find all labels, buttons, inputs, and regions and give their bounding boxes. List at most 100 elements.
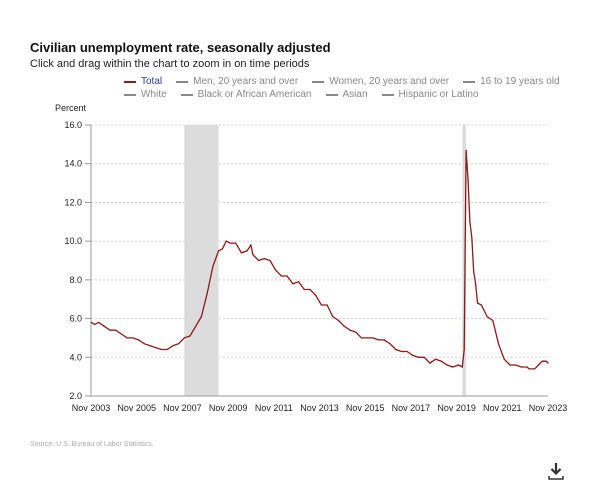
- data-point[interactable]: [246, 250, 248, 252]
- data-point[interactable]: [492, 319, 494, 322]
- data-point[interactable]: [435, 358, 437, 360]
- data-point[interactable]: [547, 362, 549, 364]
- data-point[interactable]: [452, 366, 454, 368]
- data-point[interactable]: [235, 242, 237, 244]
- data-point[interactable]: [275, 269, 277, 271]
- data-point[interactable]: [286, 275, 288, 277]
- data-point[interactable]: [189, 335, 191, 337]
- data-point[interactable]: [212, 265, 214, 267]
- data-point[interactable]: [412, 354, 414, 356]
- data-point[interactable]: [509, 364, 511, 366]
- data-point[interactable]: [280, 275, 283, 277]
- data-point[interactable]: [372, 337, 374, 339]
- data-point[interactable]: [90, 321, 92, 324]
- data-point[interactable]: [545, 360, 547, 362]
- legend-item-women[interactable]: Women, 20 years and over: [312, 76, 449, 87]
- data-point[interactable]: [534, 368, 536, 370]
- data-point[interactable]: [126, 337, 128, 339]
- data-point[interactable]: [473, 271, 475, 273]
- data-point[interactable]: [94, 323, 96, 325]
- data-point[interactable]: [138, 339, 140, 341]
- data-point[interactable]: [423, 356, 425, 358]
- legend-item-total[interactable]: Total: [124, 76, 162, 87]
- data-point[interactable]: [252, 254, 254, 256]
- data-point[interactable]: [446, 364, 448, 366]
- data-point[interactable]: [217, 250, 220, 252]
- data-point[interactable]: [337, 319, 340, 322]
- data-point[interactable]: [476, 302, 479, 304]
- data-point[interactable]: [343, 325, 345, 327]
- data-point[interactable]: [257, 259, 260, 262]
- data-point[interactable]: [486, 316, 488, 318]
- data-point[interactable]: [429, 362, 431, 364]
- legend-item-teens[interactable]: 16 to 19 years old: [463, 76, 560, 87]
- data-point[interactable]: [103, 325, 105, 327]
- data-point[interactable]: [349, 329, 351, 331]
- data-point[interactable]: [406, 350, 408, 353]
- data-point[interactable]: [200, 316, 203, 318]
- data-point[interactable]: [355, 331, 357, 333]
- data-point[interactable]: [166, 348, 168, 351]
- data-point[interactable]: [395, 348, 397, 351]
- data-point[interactable]: [467, 178, 469, 180]
- data-point[interactable]: [206, 292, 208, 295]
- data-point[interactable]: [389, 343, 391, 345]
- series-line-total[interactable]: [90, 150, 549, 370]
- data-point[interactable]: [440, 360, 442, 362]
- data-point[interactable]: [115, 329, 117, 331]
- data-point[interactable]: [120, 333, 123, 335]
- data-point[interactable]: [263, 257, 265, 260]
- data-point[interactable]: [528, 368, 530, 370]
- data-point[interactable]: [155, 347, 157, 349]
- data-point[interactable]: [98, 321, 100, 324]
- data-point[interactable]: [503, 358, 505, 360]
- data-point[interactable]: [195, 325, 197, 327]
- data-point[interactable]: [465, 149, 467, 151]
- data-point[interactable]: [377, 339, 380, 341]
- data-point[interactable]: [332, 316, 334, 318]
- data-point[interactable]: [475, 283, 477, 285]
- data-point[interactable]: [315, 294, 317, 296]
- data-point[interactable]: [400, 350, 402, 353]
- data-point[interactable]: [250, 244, 252, 246]
- data-point[interactable]: [541, 360, 543, 362]
- data-point[interactable]: [383, 339, 385, 341]
- data-point[interactable]: [497, 343, 500, 345]
- data-point[interactable]: [469, 221, 471, 223]
- data-point[interactable]: [109, 329, 111, 331]
- data-point[interactable]: [471, 236, 473, 238]
- data-point[interactable]: [417, 356, 420, 358]
- legend-item-white[interactable]: White: [124, 89, 167, 100]
- data-point[interactable]: [326, 304, 328, 306]
- data-point[interactable]: [183, 337, 185, 339]
- data-point[interactable]: [320, 304, 323, 306]
- data-point[interactable]: [240, 252, 243, 254]
- data-point[interactable]: [537, 364, 540, 366]
- data-point[interactable]: [309, 288, 311, 291]
- data-point[interactable]: [303, 288, 305, 291]
- legend-item-black[interactable]: Black or African American: [180, 89, 312, 100]
- data-point[interactable]: [520, 366, 522, 368]
- data-point[interactable]: [292, 283, 294, 285]
- data-point[interactable]: [132, 337, 134, 339]
- data-point[interactable]: [526, 366, 528, 368]
- data-point[interactable]: [457, 364, 460, 366]
- legend-item-men[interactable]: Men, 20 years and over: [176, 76, 298, 87]
- data-point[interactable]: [297, 281, 300, 283]
- data-point[interactable]: [366, 337, 368, 339]
- data-point[interactable]: [149, 345, 151, 347]
- data-point[interactable]: [172, 345, 174, 347]
- data-point[interactable]: [229, 242, 231, 244]
- legend-item-hispanic[interactable]: Hispanic or Latino: [381, 89, 479, 100]
- line-chart[interactable]: Percent 2.0 4.0 6.0 8.0 10.0 12.0 14.0 16.0 Nov …: [0, 0, 600, 430]
- data-point[interactable]: [221, 248, 223, 250]
- legend-item-asian[interactable]: Asian: [325, 89, 368, 100]
- download-icon[interactable]: [548, 462, 564, 480]
- data-point[interactable]: [177, 343, 180, 345]
- data-point[interactable]: [360, 337, 362, 339]
- data-point[interactable]: [480, 304, 482, 306]
- data-point[interactable]: [461, 366, 463, 368]
- data-point[interactable]: [160, 348, 163, 351]
- data-point[interactable]: [515, 364, 517, 366]
- data-point[interactable]: [463, 348, 465, 351]
